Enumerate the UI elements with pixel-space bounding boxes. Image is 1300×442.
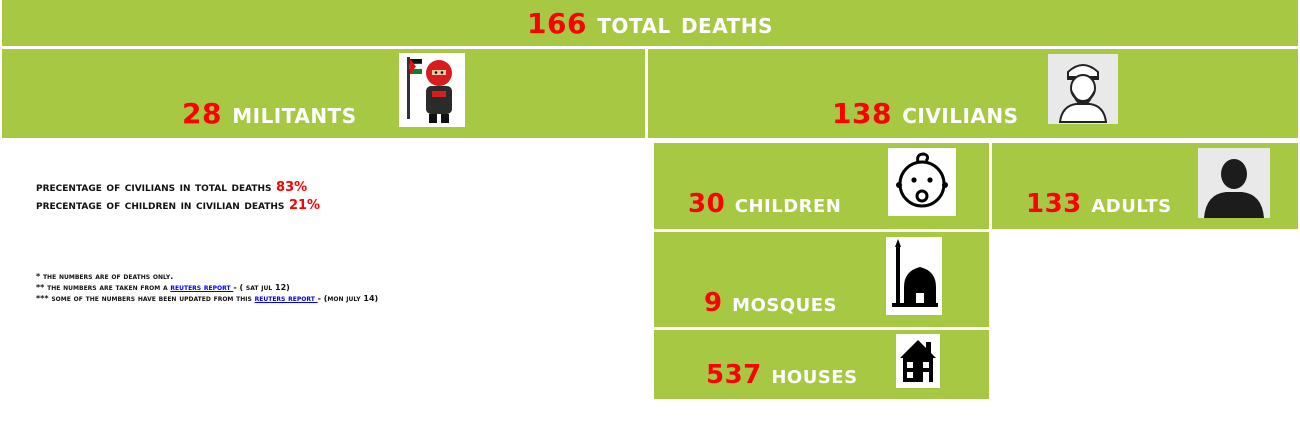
civilians-number: 138 bbox=[832, 97, 892, 130]
children-number: 30 bbox=[688, 189, 726, 219]
mosques-cell: 9 mosques bbox=[654, 232, 989, 327]
houses-cell: 537 houses bbox=[654, 330, 989, 399]
mosque-icon bbox=[886, 237, 942, 315]
civilians-label: civilians bbox=[902, 97, 1019, 130]
reuters-report-link-2[interactable]: reuters report bbox=[254, 294, 318, 303]
baby-face-icon bbox=[888, 148, 956, 216]
note-2: ** the numbers are taken from a reuters … bbox=[36, 283, 290, 292]
note-1: * the numbers are of deaths only. bbox=[36, 272, 174, 281]
adults-label: adults bbox=[1091, 189, 1172, 219]
civilian-man-icon bbox=[1048, 54, 1118, 124]
adults-cell: 133 adults bbox=[992, 143, 1298, 229]
note-3: *** some of the numbers have been update… bbox=[36, 294, 379, 303]
mosques-label: mosques bbox=[732, 288, 838, 318]
person-silhouette-icon bbox=[1198, 148, 1270, 218]
children-percentage: precentage of children in civilian death… bbox=[36, 198, 321, 213]
stats-block: precentage of civilians in total deaths … bbox=[36, 180, 320, 213]
children-percentage-value: 21% bbox=[288, 198, 321, 213]
reuters-report-link-1[interactable]: reuters report bbox=[170, 283, 234, 292]
houses-label: houses bbox=[771, 360, 858, 390]
total-deaths-number: 166 bbox=[527, 7, 587, 40]
house-icon bbox=[896, 334, 940, 388]
children-cell: 30 children bbox=[654, 143, 989, 229]
total-deaths-label: total deaths bbox=[597, 7, 773, 40]
civilian-percentage: precentage of civilians in total deaths … bbox=[36, 180, 308, 195]
civilians-cell: 138 civilians bbox=[648, 49, 1298, 138]
civilian-percentage-value: 83% bbox=[276, 180, 308, 195]
militant-icon bbox=[399, 53, 465, 127]
militants-cell: 28 militants bbox=[2, 49, 645, 138]
mosques-number: 9 bbox=[704, 288, 723, 318]
houses-number: 537 bbox=[706, 360, 762, 390]
total-deaths-banner: 166 total deaths bbox=[2, 0, 1298, 46]
adults-number: 133 bbox=[1026, 189, 1082, 219]
militants-number: 28 bbox=[182, 97, 222, 130]
militants-label: militants bbox=[232, 97, 357, 130]
notes-block: * the numbers are of deaths only. ** the… bbox=[36, 271, 378, 304]
children-label: children bbox=[734, 189, 842, 219]
